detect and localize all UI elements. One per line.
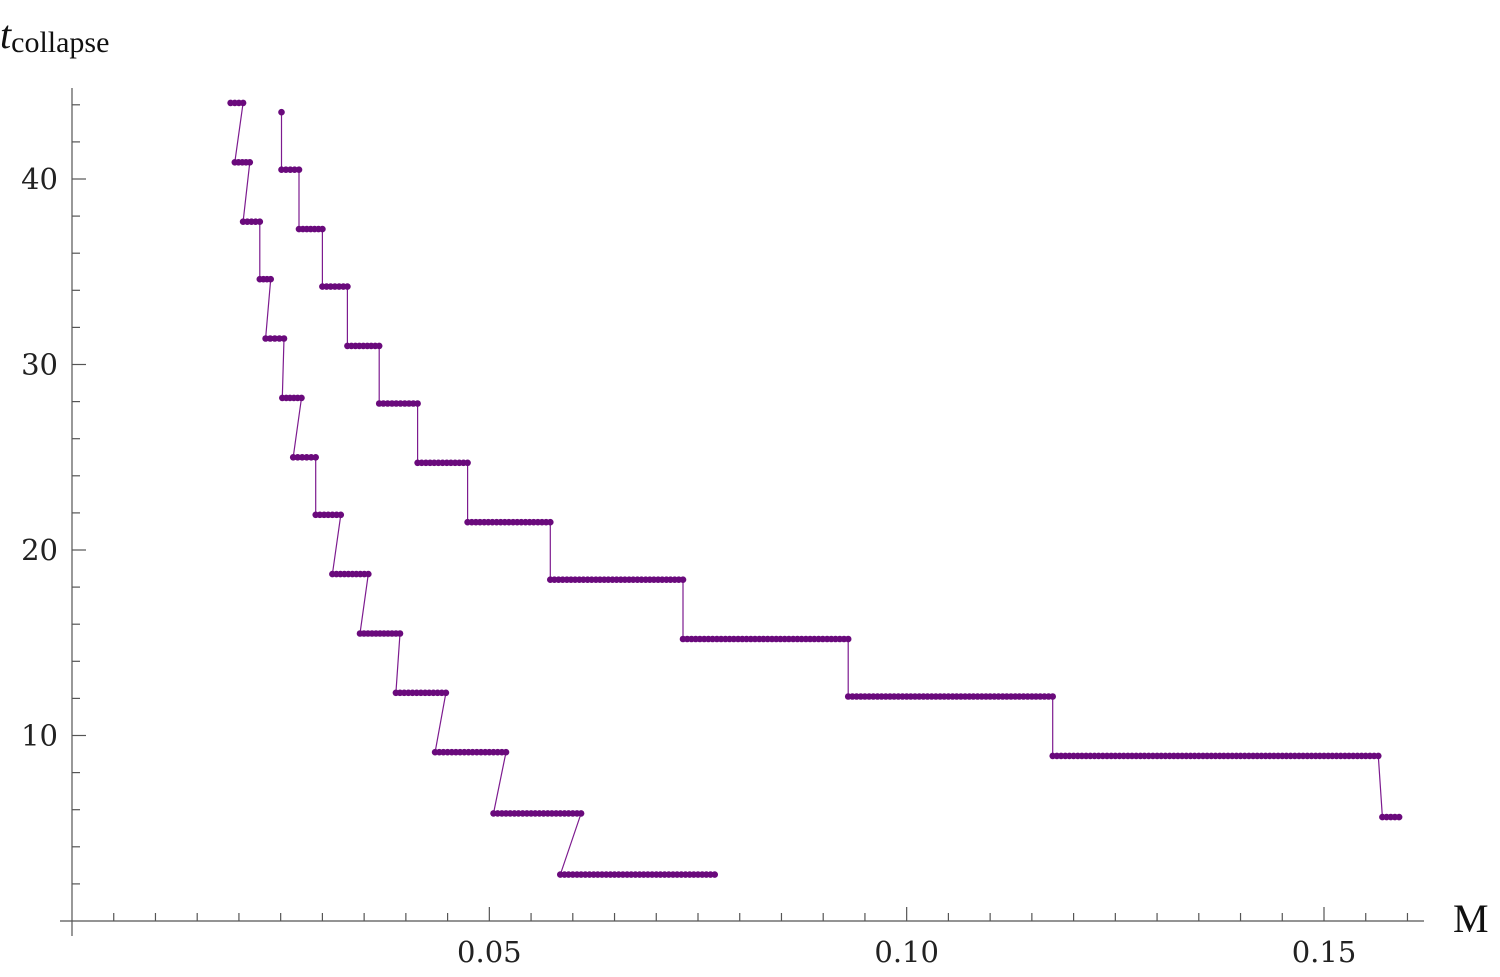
data-point [267,275,275,283]
y-tick-label: 40 [21,162,58,196]
data-point [396,630,404,637]
data-point [464,459,471,467]
data-point [298,394,305,402]
x-axis-title: M [1453,896,1489,941]
y-tick-label: 30 [21,348,58,382]
x-tick-label: 0.05 [457,935,522,969]
data-point [319,225,326,233]
series-1 [227,99,718,878]
y-tick-label: 20 [21,533,58,567]
series-1-line [230,102,715,876]
series-2 [278,108,1403,821]
data-point [375,342,383,350]
data-point [262,335,269,342]
data-point [577,810,585,817]
data-point [246,159,254,166]
data-point [844,635,852,643]
x-tick-label: 0.10 [874,935,939,969]
data-point [442,689,450,697]
data-point [271,335,279,342]
data-point [256,218,264,225]
x-tick-label: 0.15 [1292,935,1357,969]
data-point [1375,752,1382,760]
data-point [414,400,421,407]
data-point [266,335,274,342]
data-point [365,570,372,578]
data-point [679,576,687,583]
data-point [278,108,285,116]
y-axis-title: tcollapse [0,12,109,59]
data-point [312,454,320,461]
data-point [1395,813,1403,821]
data-point [547,518,554,526]
data-point [1049,693,1056,700]
data-point [276,335,283,342]
data-point [295,166,303,173]
axes: 0.05 0.10 0.15 10 20 30 40 [21,88,1424,969]
data-point [337,511,345,519]
series-layer [227,99,1403,878]
labels: tcollapse M [0,12,1489,941]
data-point [344,283,351,290]
data-point [711,871,718,878]
data-point [239,99,247,107]
y-tick-label: 10 [21,719,58,753]
data-point [280,335,288,342]
data-point [502,748,510,756]
